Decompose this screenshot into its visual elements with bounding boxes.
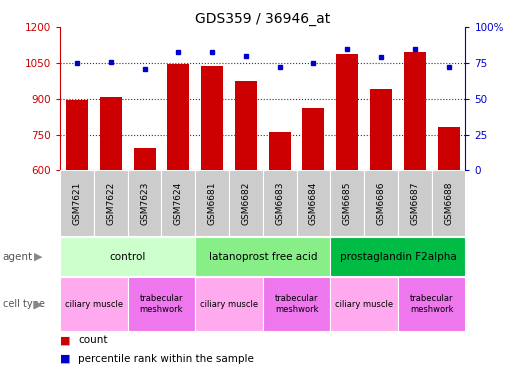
Bar <box>370 89 392 170</box>
Bar <box>297 170 331 236</box>
Bar <box>331 170 364 236</box>
Bar <box>364 170 398 236</box>
Text: GSM6685: GSM6685 <box>343 182 352 225</box>
Text: ■: ■ <box>60 335 71 346</box>
Text: GSM6688: GSM6688 <box>444 182 453 225</box>
Text: cell type: cell type <box>3 299 44 309</box>
Text: trabecular
meshwork: trabecular meshwork <box>140 294 183 314</box>
Bar <box>162 170 195 236</box>
Bar <box>331 237 465 276</box>
Bar <box>398 277 465 331</box>
Text: trabecular
meshwork: trabecular meshwork <box>410 294 453 314</box>
Bar <box>133 148 155 170</box>
Text: ciliary muscle: ciliary muscle <box>65 300 123 309</box>
Text: ciliary muscle: ciliary muscle <box>335 300 393 309</box>
Bar <box>94 170 128 236</box>
Bar <box>128 170 162 236</box>
Bar <box>60 170 94 236</box>
Bar <box>263 170 297 236</box>
Bar <box>195 277 263 331</box>
Bar <box>404 52 426 170</box>
Bar <box>195 170 229 236</box>
Text: latanoprost free acid: latanoprost free acid <box>209 251 317 262</box>
Text: GSM6681: GSM6681 <box>208 182 217 225</box>
Text: ▶: ▶ <box>34 251 42 262</box>
Bar <box>201 66 223 170</box>
Bar <box>60 237 195 276</box>
Text: GSM6683: GSM6683 <box>275 182 284 225</box>
Text: agent: agent <box>3 251 33 262</box>
Bar <box>235 81 257 170</box>
Bar <box>60 277 128 331</box>
Text: count: count <box>78 335 108 346</box>
Text: ▶: ▶ <box>34 299 42 309</box>
Text: GSM7621: GSM7621 <box>73 182 82 225</box>
Text: GSM6682: GSM6682 <box>242 182 251 225</box>
Bar <box>167 64 189 170</box>
Text: GSM6687: GSM6687 <box>411 182 419 225</box>
Bar <box>263 277 331 331</box>
Bar <box>438 127 460 170</box>
Text: GSM7622: GSM7622 <box>106 182 115 225</box>
Bar <box>195 237 331 276</box>
Bar <box>66 101 88 170</box>
Bar <box>100 97 122 170</box>
Text: ■: ■ <box>60 354 71 364</box>
Bar <box>336 53 358 170</box>
Text: ciliary muscle: ciliary muscle <box>200 300 258 309</box>
Bar <box>331 277 398 331</box>
Text: GSM6686: GSM6686 <box>377 182 385 225</box>
Text: prostaglandin F2alpha: prostaglandin F2alpha <box>339 251 456 262</box>
Bar <box>398 170 431 236</box>
Text: GSM7623: GSM7623 <box>140 182 149 225</box>
Bar <box>229 170 263 236</box>
Text: percentile rank within the sample: percentile rank within the sample <box>78 354 254 364</box>
Bar <box>269 132 291 170</box>
Title: GDS359 / 36946_at: GDS359 / 36946_at <box>195 12 331 26</box>
Bar <box>128 277 195 331</box>
Text: GSM6684: GSM6684 <box>309 182 318 225</box>
Text: GSM7624: GSM7624 <box>174 182 183 225</box>
Bar <box>302 108 324 170</box>
Text: trabecular
meshwork: trabecular meshwork <box>275 294 319 314</box>
Text: control: control <box>109 251 146 262</box>
Bar <box>431 170 465 236</box>
